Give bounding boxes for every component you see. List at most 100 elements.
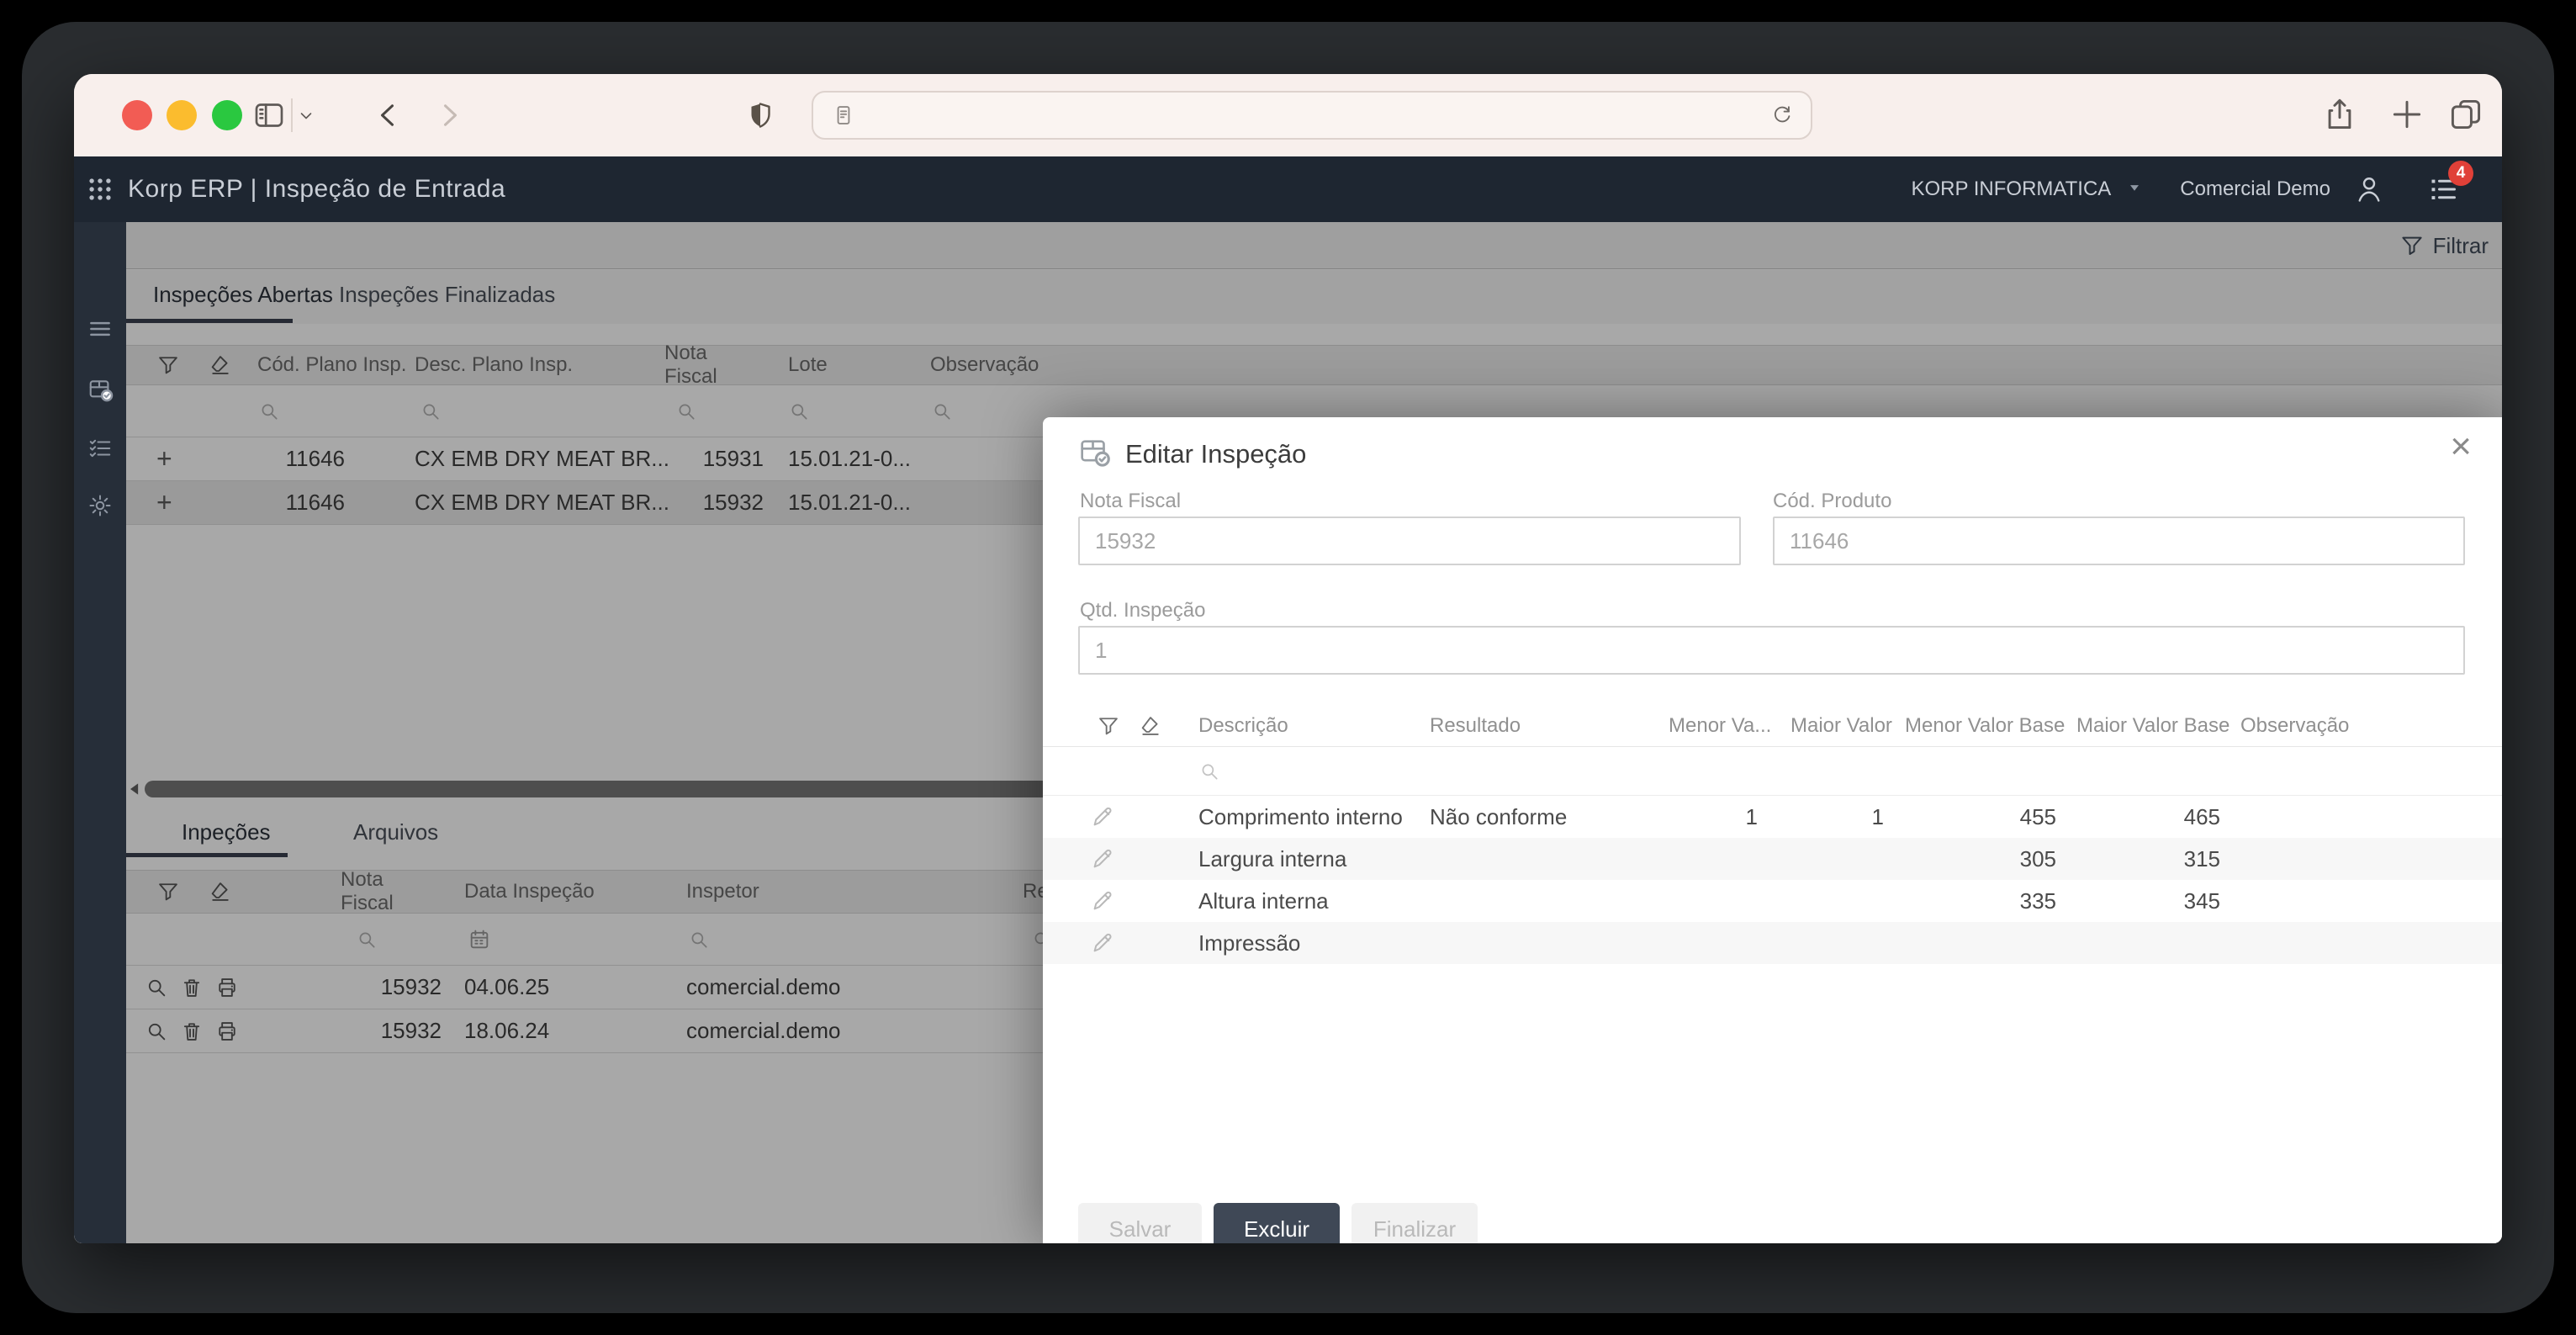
cell-data: 04.06.25 [464,974,550,999]
sidebar-nav [74,222,126,1243]
active-tab-underline [126,319,293,323]
cell-maior-valor-base: 345 [2183,887,2220,914]
horizontal-scrollbar[interactable] [145,781,1080,797]
inspection-box-icon [1078,436,1112,474]
col-observacao[interactable]: Observação [2240,713,2350,737]
share-icon[interactable] [2321,96,2358,133]
close-icon[interactable]: × [2450,426,2472,467]
cell-nota: 15931 [702,446,764,471]
cod-produto-label: Cód. Produto [1773,490,1892,512]
cell-lote: 15.01.21-0... [788,446,911,471]
filter-button[interactable]: Filtrar [2399,222,2489,269]
cell-desc: CX EMB DRY MEAT BR... [415,490,669,515]
qtd-inspecao-label: Qtd. Inspeção [1080,599,1206,622]
tab-arquivos[interactable]: Arquivos [353,818,439,845]
menu-hamburger-icon[interactable] [87,316,113,342]
edit-inspection-modal: Editar Inspeção × Nota Fiscal Cód. Produ… [1043,417,2502,1243]
settings-gear-icon[interactable] [87,493,113,518]
sidebar-toggle-icon[interactable] [252,98,286,132]
col-desc-plano[interactable]: Desc. Plano Insp. [415,353,574,376]
privacy-shield-icon[interactable] [745,100,775,130]
col-menor-valor[interactable]: Menor Va... [1669,713,1772,737]
cell-maior-valor-base: 465 [2183,803,2220,829]
cell-resultado: Não conforme [1430,803,1568,829]
close-window-button[interactable] [122,100,152,130]
cell-nota: 15932 [380,1018,442,1043]
save-button[interactable]: Salvar [1078,1203,1202,1243]
tab-inspecoes-finalizadas[interactable]: Inspeções Finalizadas [339,281,556,307]
company-caret-icon[interactable] [2126,179,2143,200]
delete-button[interactable]: Excluir [1214,1203,1340,1243]
company-selector[interactable]: KORP INFORMATICA [1911,177,2112,200]
expand-plus-icon[interactable]: + [156,487,172,517]
finish-button[interactable]: Finalizar [1351,1203,1478,1243]
reload-icon[interactable] [1770,103,1794,127]
user-icon[interactable] [2354,174,2384,204]
notifications-list-icon[interactable]: 4 [2428,161,2473,204]
results-filter-row [1043,747,2502,796]
table-row[interactable]: Impressão [1043,922,2502,964]
col-maior-valor-base[interactable]: Maior Valor Base [2076,713,2230,737]
page-title: Korp ERP | Inspeção de Entrada [128,175,506,203]
tab-inspecoes-abertas[interactable]: Inspeções Abertas [153,281,333,307]
col-nota-fiscal[interactable]: Nota Fiscal [341,868,394,914]
inspection-box-icon[interactable] [87,377,113,402]
cell-maior-valor-base: 315 [2183,845,2220,871]
checklist-icon[interactable] [87,436,113,461]
app-header: Korp ERP | Inspeção de Entrada KORP INFO… [74,156,2502,222]
col-maior-valor[interactable]: Maior Valor [1791,713,1892,737]
col-inspetor[interactable]: Inspetor [686,880,759,903]
edit-pencil-icon[interactable] [1090,838,1140,880]
detail-tabs: Inpeções Arquivos [126,811,2502,858]
app-viewport: Korp ERP | Inspeção de Entrada KORP INFO… [74,156,2502,1243]
search-icon[interactable] [1198,747,1220,795]
minimize-window-button[interactable] [167,100,197,130]
grid-clear-filter-icon[interactable] [1139,705,1162,746]
edit-pencil-icon[interactable] [1090,880,1140,922]
back-button[interactable] [373,100,404,130]
cell-desc: CX EMB DRY MEAT BR... [415,446,669,471]
filter-toolbar: Filtrar [126,222,2502,269]
toolbar-divider [291,98,293,132]
cod-produto-field[interactable] [1773,517,2465,565]
grid-filter-icon[interactable] [1097,705,1120,746]
table-row[interactable]: Altura interna 335 345 [1043,880,2502,922]
forward-button[interactable] [434,100,464,130]
col-lote[interactable]: Lote [788,353,828,376]
new-tab-icon[interactable] [2388,96,2425,133]
cell-nota: 15932 [702,490,764,515]
zoom-window-button[interactable] [212,100,242,130]
col-observacao[interactable]: Observação [930,353,1039,376]
nota-fiscal-field[interactable] [1078,517,1741,565]
address-bar[interactable] [812,91,1812,140]
apps-grid-icon[interactable] [86,175,114,208]
page-icon [832,103,855,127]
col-menor-valor-base[interactable]: Menor Valor Base [1905,713,2066,737]
header-account-cluster: KORP INFORMATICA Comercial Demo 4 [1911,156,2473,222]
cell-cod: 11646 [285,490,345,515]
inspection-tabs: Inspeções Abertas Inspeções Finalizadas [126,270,2502,324]
col-data-inspecao[interactable]: Data Inspeção [464,880,595,903]
tab-overview-icon[interactable] [2447,96,2484,133]
tab-inpecoes[interactable]: Inpeções [182,818,271,845]
table-row[interactable]: Comprimento interno Não conforme 1 1 455… [1043,796,2502,838]
cell-menor-valor-base: 305 [2019,845,2056,871]
edit-pencil-icon[interactable] [1090,796,1140,838]
current-user-label: Comercial Demo [2180,177,2330,200]
qtd-inspecao-field[interactable] [1078,626,2465,675]
table-row[interactable]: Largura interna 305 315 [1043,838,2502,880]
cell-resultado [1430,880,1665,922]
col-descricao[interactable]: Descrição [1198,713,1288,737]
edit-pencil-icon[interactable] [1090,922,1140,964]
cell-resultado [1430,838,1665,880]
col-cod-plano[interactable]: Cód. Plano Insp. [257,353,407,376]
cell-menor-valor-base: 335 [2019,887,2056,914]
expand-plus-icon[interactable]: + [156,443,172,474]
col-resultado[interactable]: Resultado [1430,713,1521,737]
col-nota-fiscal[interactable]: Nota Fiscal [664,342,717,388]
results-table-header: Descrição Resultado Menor Va... Maior Va… [1043,705,2502,747]
modal-footer: Salvar Excluir Finalizar [1078,1203,1478,1243]
chevron-down-icon[interactable] [296,106,316,126]
notification-badge: 4 [2448,161,2473,186]
cell-menor-valor-base: 455 [2019,803,2056,829]
